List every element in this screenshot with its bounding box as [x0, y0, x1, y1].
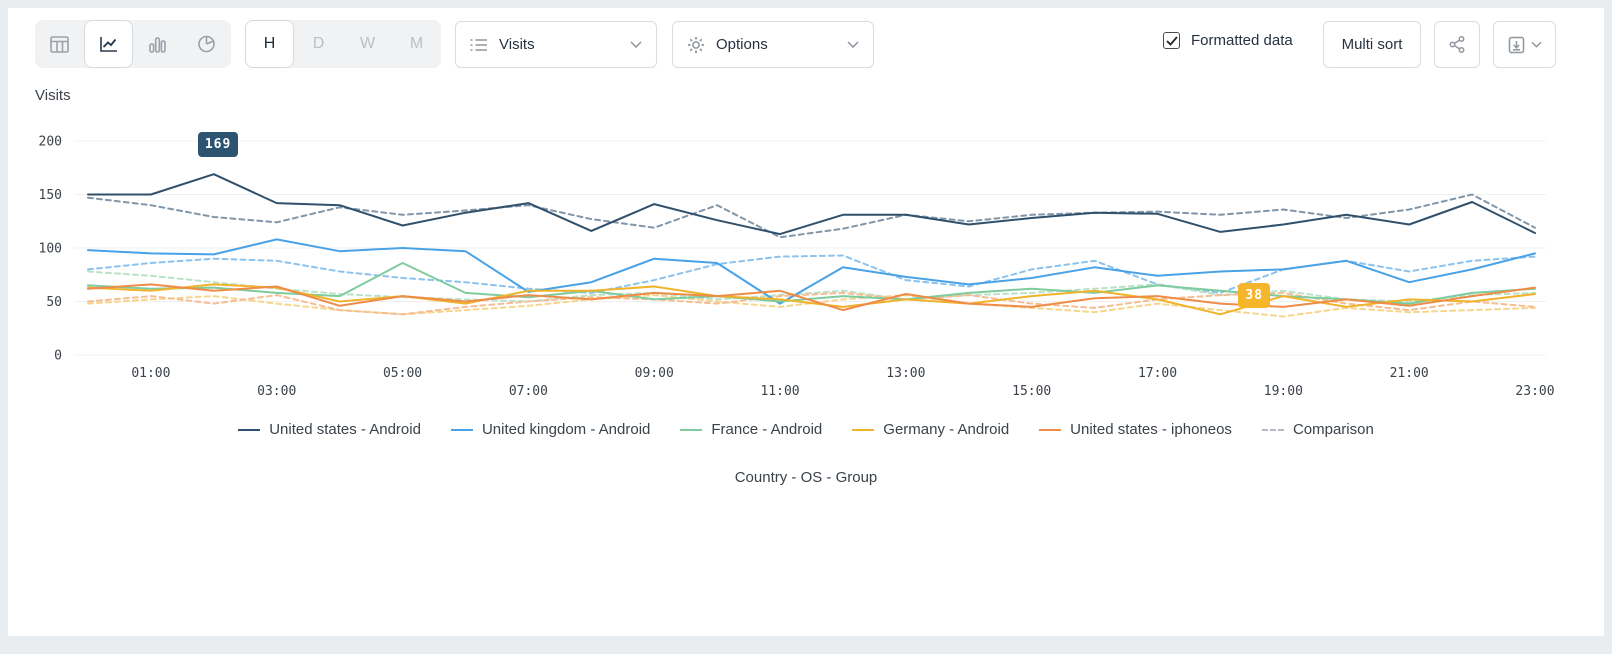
- y-tick-label: 100: [39, 242, 62, 257]
- table-icon: [50, 35, 69, 53]
- legend-item[interactable]: United states - iphoneos: [1039, 421, 1232, 438]
- series-line: [87, 291, 1536, 316]
- metric-select-label: Visits: [499, 36, 535, 53]
- legend-label: France - Android: [711, 421, 823, 438]
- legend-item[interactable]: Comparison: [1261, 421, 1374, 438]
- chevron-down-icon: [847, 41, 859, 48]
- gear-icon: [688, 36, 704, 53]
- metric-select[interactable]: Visits: [455, 21, 657, 68]
- x-tick-label: 17:00: [1138, 366, 1177, 381]
- legend-item[interactable]: United states - Android: [238, 421, 421, 438]
- x-tick-label: 23:00: [1515, 384, 1554, 399]
- checkmark-icon: [1165, 35, 1178, 46]
- multi-sort-button[interactable]: Multi sort: [1323, 21, 1421, 68]
- chart-type-pie-button[interactable]: [182, 20, 231, 68]
- export-icon: [1508, 36, 1524, 53]
- value-callout: 38: [1238, 283, 1271, 309]
- formatted-data-toggle[interactable]: Formatted data: [1163, 32, 1293, 49]
- x-tick-label: 11:00: [760, 384, 799, 399]
- options-select[interactable]: Options: [672, 21, 874, 68]
- share-button[interactable]: [1434, 21, 1480, 68]
- series-line: [87, 238, 1536, 305]
- pie-chart-icon: [198, 35, 215, 53]
- series-line: [87, 173, 1536, 236]
- chart-title: Visits: [35, 87, 71, 104]
- formatted-data-checkbox[interactable]: [1163, 32, 1180, 49]
- y-tick-label: 0: [54, 349, 62, 364]
- legend-swatch: [238, 428, 261, 431]
- x-tick-label: 07:00: [509, 384, 548, 399]
- chart-type-column-button[interactable]: [133, 20, 182, 68]
- chart-type-switcher: [35, 20, 231, 68]
- x-tick-label: 15:00: [1012, 384, 1051, 399]
- legend-swatch: [450, 428, 473, 431]
- chart-type-line-button[interactable]: [84, 20, 133, 68]
- chart-type-table-button[interactable]: [35, 20, 84, 68]
- column-chart-icon: [149, 36, 166, 53]
- legend-swatch: [680, 428, 703, 431]
- legend-item[interactable]: United kingdom - Android: [450, 421, 651, 438]
- report-card: [8, 8, 1604, 636]
- y-tick-label: 50: [46, 295, 62, 310]
- series-line: [87, 270, 1536, 303]
- chevron-down-icon: [1530, 41, 1542, 48]
- granularity-day-button[interactable]: D: [312, 35, 325, 52]
- legend-label: Comparison: [1292, 421, 1374, 438]
- formatted-data-label: Formatted data: [1191, 32, 1293, 49]
- list-icon: [470, 38, 487, 51]
- dimension-caption: Country - OS - Group: [734, 469, 878, 486]
- y-tick-label: 150: [39, 188, 62, 203]
- y-tick-label: 200: [39, 135, 62, 150]
- granularity-week-button[interactable]: W: [359, 35, 376, 52]
- legend-swatch: [1261, 428, 1284, 431]
- value-callout: 169: [197, 132, 239, 158]
- x-tick-label: 01:00: [131, 366, 170, 381]
- series-line: [87, 193, 1536, 239]
- options-select-label: Options: [716, 36, 768, 53]
- x-tick-label: 09:00: [635, 366, 674, 381]
- x-tick-label: 21:00: [1390, 366, 1429, 381]
- series-line: [87, 294, 1536, 318]
- x-tick-label: 13:00: [886, 366, 925, 381]
- series-line: [87, 262, 1536, 305]
- line-chart-icon: [100, 36, 117, 52]
- legend-swatch: [852, 428, 875, 431]
- chart-legend: United states - Android United kingdom - …: [0, 421, 1612, 438]
- series-line: [87, 283, 1536, 316]
- granularity-hour-button[interactable]: H: [245, 20, 294, 68]
- x-tick-label: 03:00: [257, 384, 296, 399]
- legend-label: Germany - Android: [883, 421, 1010, 438]
- legend-swatch: [1039, 428, 1062, 431]
- granularity-month-button[interactable]: M: [409, 35, 424, 52]
- series-line: [87, 283, 1536, 312]
- x-tick-label: 05:00: [383, 366, 422, 381]
- legend-item[interactable]: Germany - Android: [852, 421, 1009, 438]
- export-button[interactable]: [1493, 21, 1556, 68]
- legend-label: United kingdom - Android: [481, 421, 651, 438]
- legend-label: United states - Android: [269, 421, 421, 438]
- series-line: [87, 254, 1536, 294]
- legend-item[interactable]: France - Android: [680, 421, 822, 438]
- chevron-down-icon: [630, 41, 642, 48]
- legend-label: United states - iphoneos: [1070, 421, 1232, 438]
- x-tick-label: 19:00: [1264, 384, 1303, 399]
- granularity-switcher: H D W M: [245, 20, 441, 68]
- share-icon: [1449, 36, 1465, 53]
